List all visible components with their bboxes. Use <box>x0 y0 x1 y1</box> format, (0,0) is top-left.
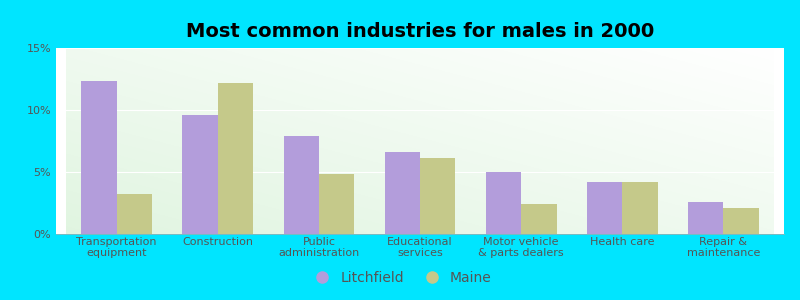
Bar <box>319 175 354 234</box>
Bar <box>688 202 723 234</box>
Bar <box>182 115 218 234</box>
Bar <box>82 82 117 234</box>
Bar <box>587 182 622 234</box>
Bar <box>117 194 152 234</box>
Bar <box>385 152 420 234</box>
Bar <box>723 208 758 234</box>
Bar <box>521 204 557 234</box>
Legend: Litchfield, Maine: Litchfield, Maine <box>303 265 497 290</box>
Bar <box>486 172 521 234</box>
Bar <box>622 182 658 234</box>
Title: Most common industries for males in 2000: Most common industries for males in 2000 <box>186 22 654 41</box>
Bar <box>283 136 319 234</box>
Bar <box>420 158 455 234</box>
Bar <box>218 83 253 234</box>
